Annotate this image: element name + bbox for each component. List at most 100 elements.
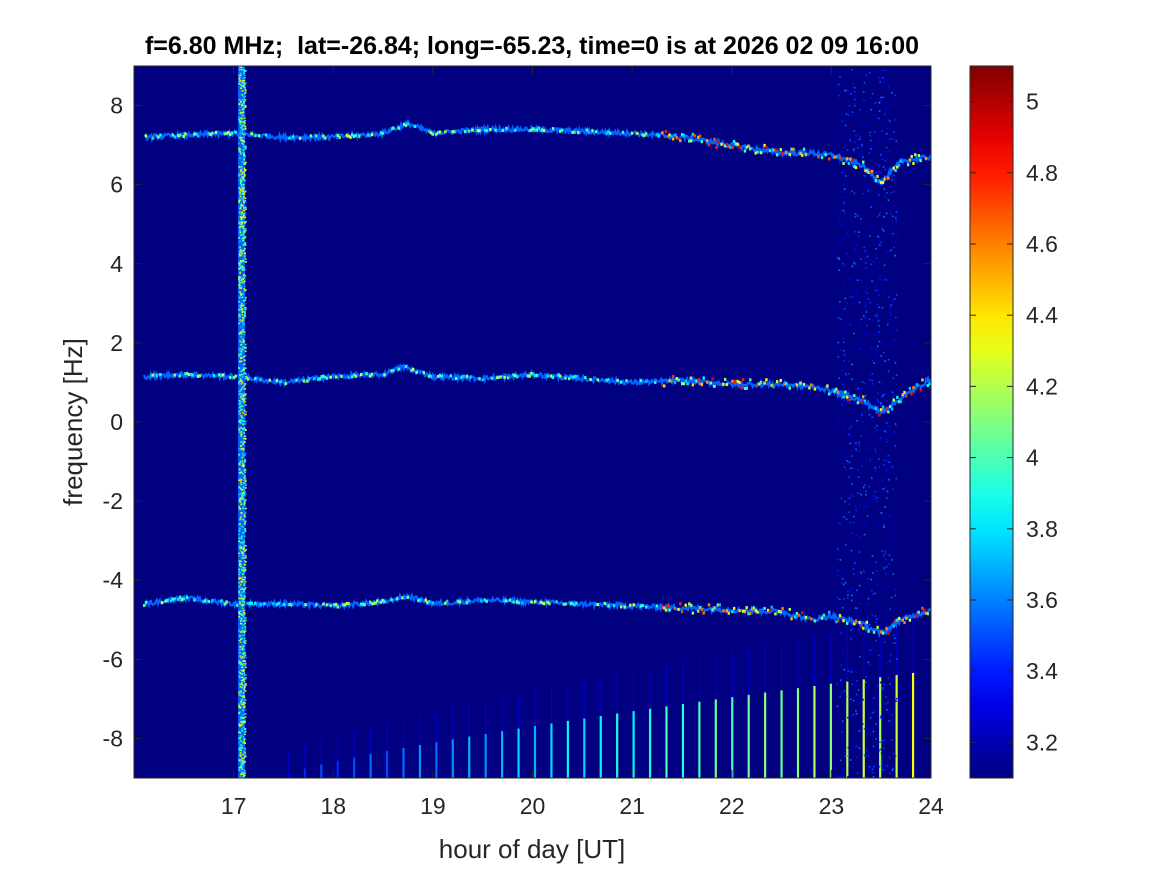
trace-speckle [186,595,189,599]
band-dot [242,679,245,682]
band-dot [243,347,246,350]
band-dot [239,583,242,586]
band-dot [242,276,245,279]
trace-speckle [747,612,750,616]
noise-dot [876,702,878,705]
band-dot [238,675,241,677]
band-dot [244,190,247,193]
noise-dot [892,752,895,755]
trace-speckle [173,135,176,139]
band-dot [243,203,246,205]
noise-dot [858,655,861,658]
trace-speckle [446,599,449,603]
noise-dot [836,241,839,244]
band-dot [240,281,243,284]
trace-speckle [573,603,576,607]
band-dot [243,502,246,504]
noise-dot [857,689,860,691]
band-dot [243,767,245,770]
trace-speckle [908,386,912,390]
noise-dot [869,235,871,238]
noise-dot [879,403,882,406]
band-dot [243,454,246,456]
band-dot [239,260,242,262]
trace-speckle [159,133,162,137]
band-dot [244,522,247,524]
trace-speckle [670,134,673,138]
band-dot [242,609,245,612]
trace-speckle [490,376,494,380]
trace-speckle [847,398,851,402]
noise-dot [886,256,889,259]
trace-speckle [329,604,332,608]
noise-dot [864,250,867,252]
trace-speckle [451,130,454,134]
trace-speckle [790,617,793,621]
noise-dot [855,442,857,444]
trace-speckle [749,612,752,616]
trace-lower [142,592,931,639]
band-dot [242,175,245,178]
trace-speckle [429,374,433,378]
noise-dot [843,598,845,600]
colorbar-tick-label: 4.2 [1026,373,1058,399]
noise-dot [846,591,849,594]
trace-speckle [688,602,691,606]
noise-dot [844,300,847,303]
band-dot [239,206,242,209]
band-dot [242,103,245,106]
noise-dot [887,765,890,767]
noise-dot [875,429,877,432]
noise-dot [878,324,880,327]
noise-dot [860,404,863,407]
noise-dot [864,262,867,264]
band-dot [238,403,241,405]
band-dot [239,725,241,728]
trace-speckle [731,146,734,150]
colorbar-tick-label: 4 [1026,445,1039,471]
noise-dot [840,318,842,320]
noise-dot [857,387,859,390]
band-dot [238,253,241,256]
noise-dot [869,373,872,376]
noise-dot [890,176,893,178]
trace-speckle [827,157,831,161]
band-dot [243,274,245,276]
trace-speckle [576,131,580,135]
trace-speckle [315,603,318,607]
band-dot [242,741,245,744]
trace-speckle [173,373,176,377]
noise-dot [855,638,858,641]
band-dot [240,100,242,103]
band-dot [240,255,243,258]
trace-speckle [923,608,926,612]
noise-dot [883,270,886,273]
band-dot [238,429,241,431]
trace-speckle [322,374,325,378]
band-dot [239,276,242,279]
trace-speckle [584,376,587,380]
noise-dot [860,318,863,321]
band-dot [242,205,245,207]
band-dot [242,613,245,615]
band-dot [238,612,240,614]
colorbar-gradient [969,65,1014,779]
band-dot [244,383,247,385]
y-tick-label: -6 [103,646,123,672]
band-dot [241,381,244,384]
trace-speckle [198,374,201,378]
trace-speckle [754,608,757,612]
noise-dot [881,522,884,525]
band-dot [244,751,246,754]
noise-dot [865,448,868,450]
band-dot [240,126,243,129]
trace-speckle [411,367,415,371]
noise-dot [873,498,876,500]
band-dot [240,395,243,397]
noise-dot [858,124,861,126]
noise-dot [872,768,874,770]
noise-dot [887,766,889,769]
noise-dot [836,597,839,599]
trace-speckle [677,137,680,141]
band-dot [244,372,247,375]
